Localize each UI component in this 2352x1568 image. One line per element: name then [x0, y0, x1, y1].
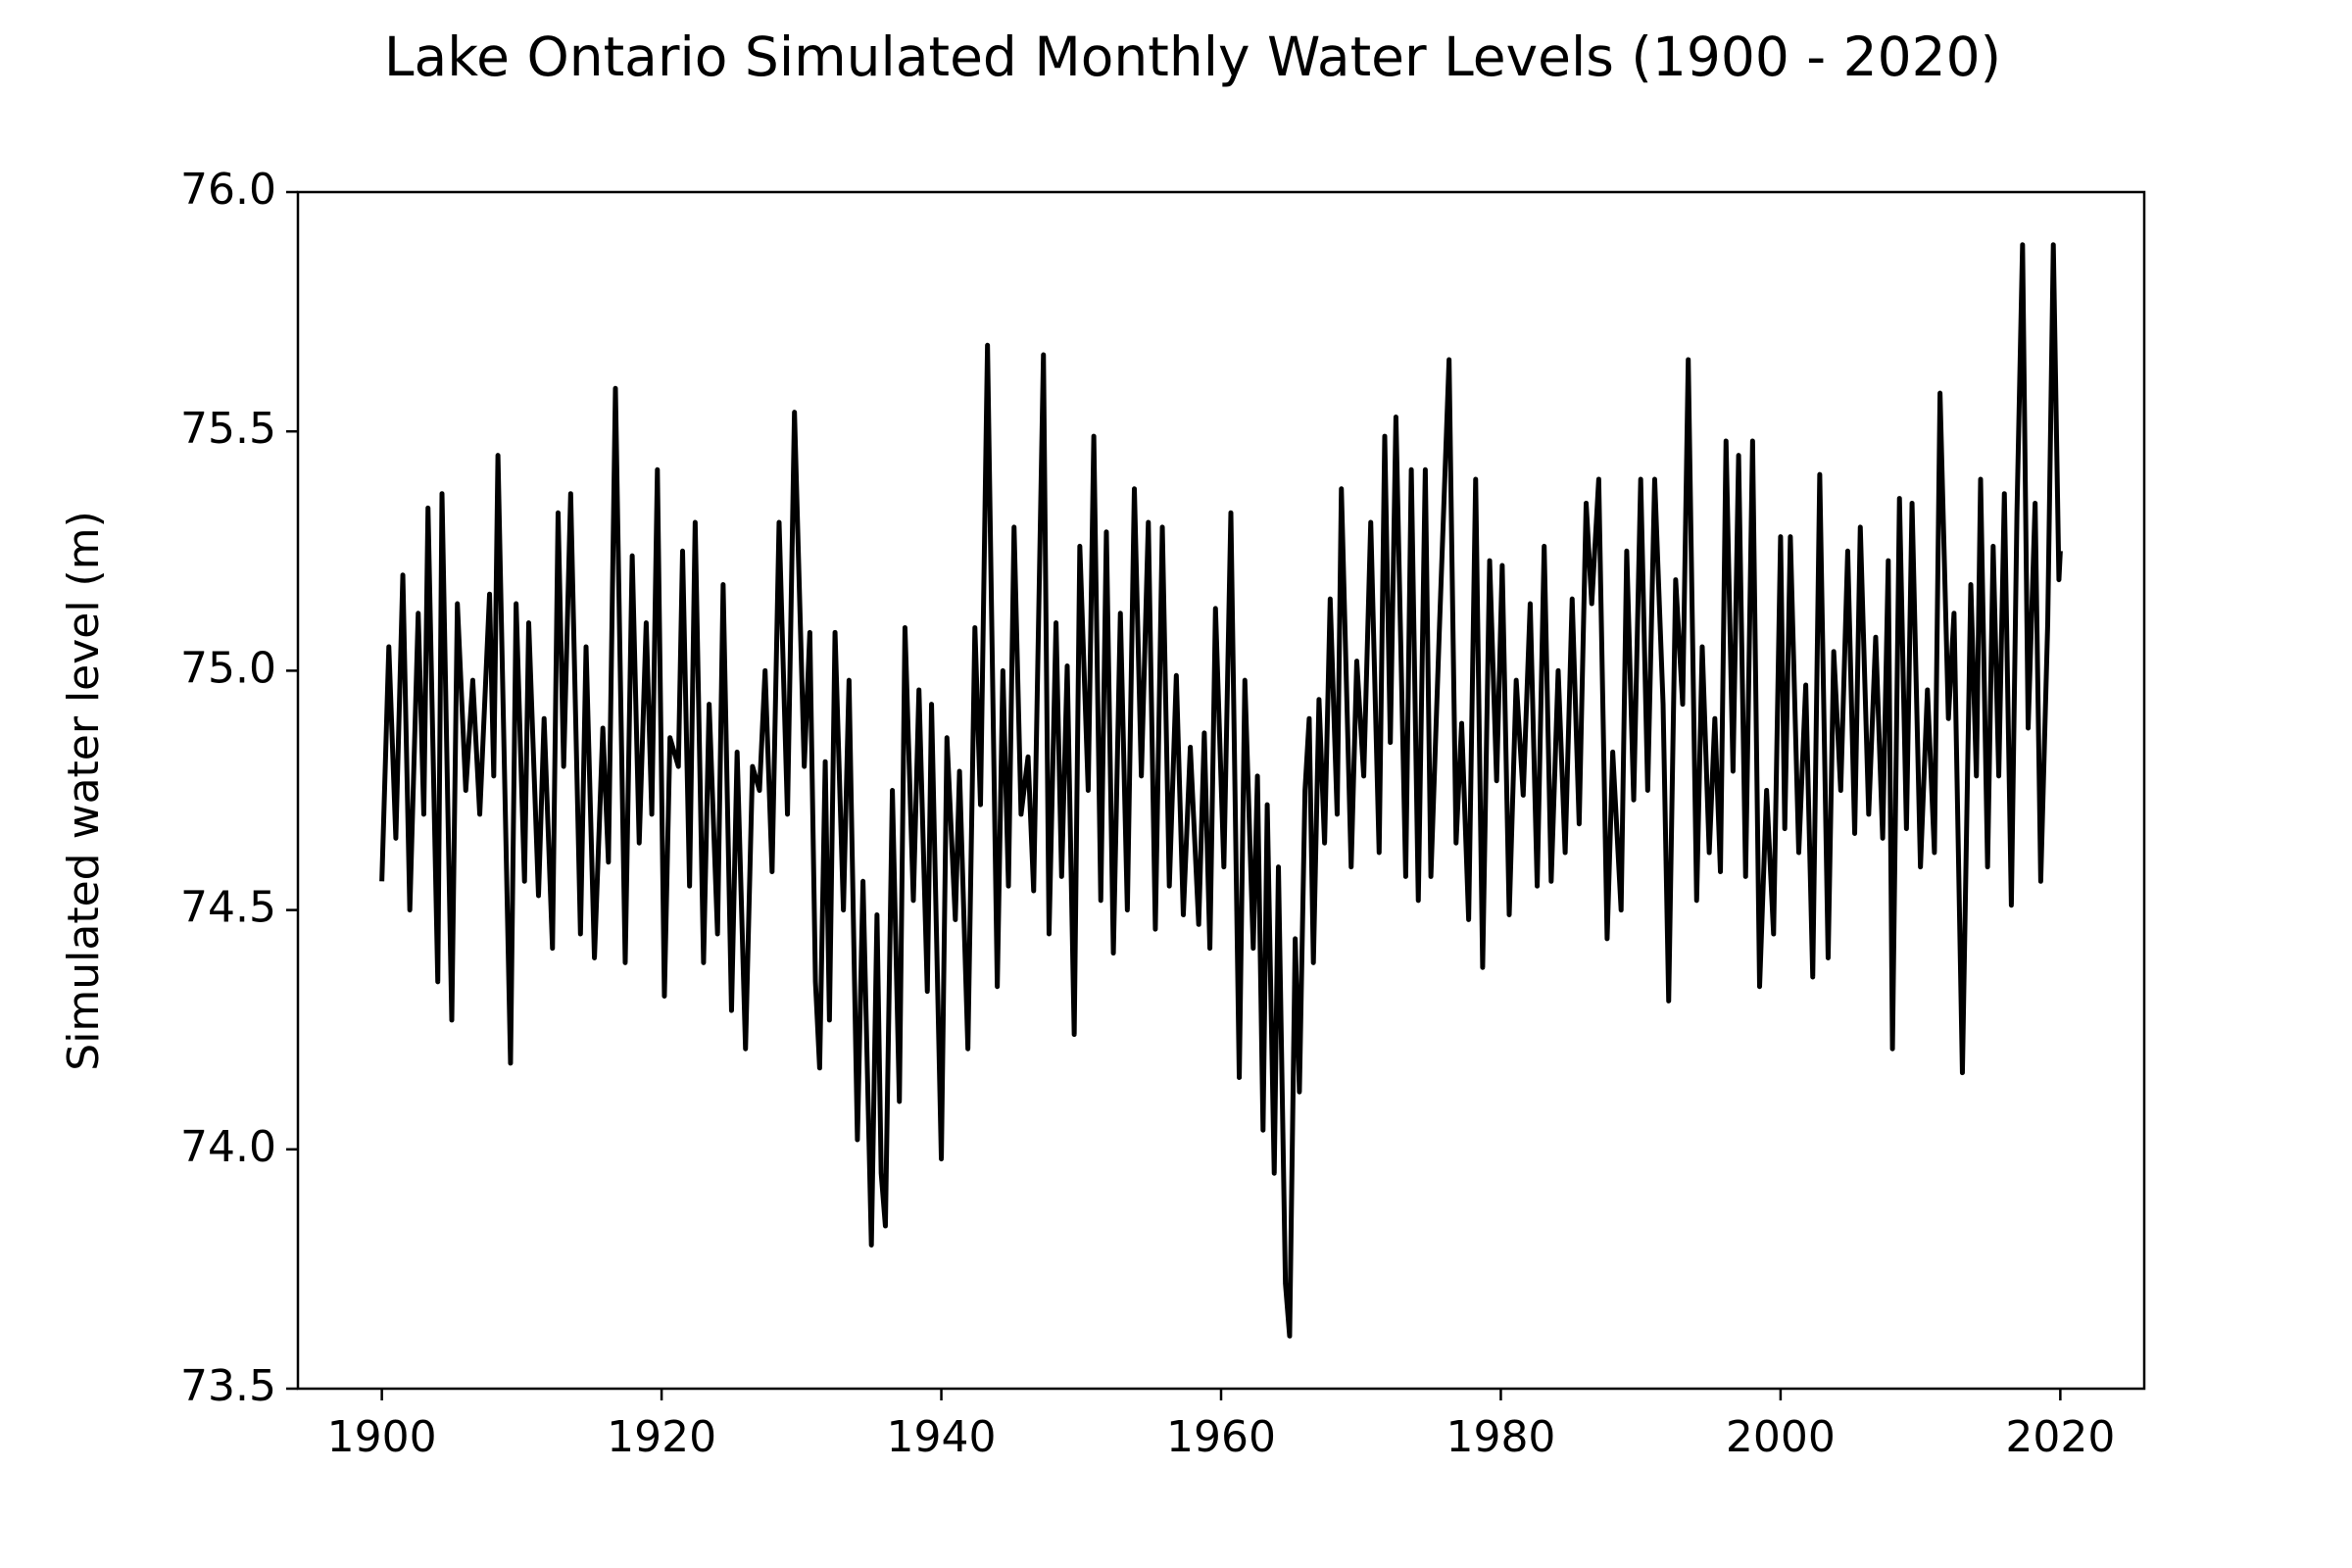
x-tick-label: 1900	[327, 1412, 437, 1462]
x-tick-label: 1920	[607, 1412, 716, 1462]
y-tick-label: 75.0	[180, 643, 276, 693]
x-tick-label: 2020	[2005, 1412, 2115, 1462]
x-tick-label: 1960	[1166, 1412, 1276, 1462]
y-tick-label: 75.5	[180, 404, 276, 454]
x-tick-label: 1980	[1446, 1412, 1555, 1462]
y-tick-label: 76.0	[180, 165, 276, 215]
x-tick-label: 2000	[1726, 1412, 1836, 1462]
chart-title: Lake Ontario Simulated Monthly Water Lev…	[384, 25, 2001, 88]
data-line	[379, 242, 2063, 1339]
y-tick-label: 73.5	[180, 1361, 276, 1411]
x-tick-label: 1940	[887, 1412, 997, 1462]
y-tick-label: 74.5	[180, 883, 276, 933]
y-axis-label: Simulated water level (m)	[59, 511, 109, 1070]
plot-frame	[296, 190, 2146, 1391]
y-tick-label: 74.0	[180, 1122, 276, 1172]
